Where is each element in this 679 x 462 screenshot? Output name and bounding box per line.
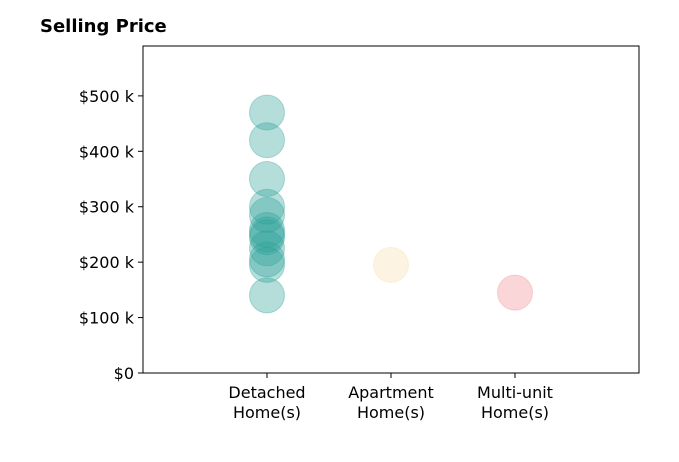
data-point <box>249 188 285 225</box>
y-tick-label: $100 k <box>79 309 135 328</box>
data-point <box>249 122 285 159</box>
data-point <box>249 161 285 197</box>
data-point <box>249 216 285 253</box>
data-point <box>373 246 409 283</box>
plot-area-frame <box>142 45 640 374</box>
data-point <box>249 212 285 248</box>
x-tick-label-line: Home(s) <box>233 403 301 422</box>
x-tick-label: Detached Home(s) <box>228 383 305 422</box>
y-tick-label: $0 <box>114 364 134 383</box>
y-tick-label: $300 k <box>79 198 135 217</box>
x-tick-label-line: Home(s) <box>481 403 549 422</box>
data-point <box>249 230 285 267</box>
y-tick-label: $200 k <box>79 253 135 272</box>
data-point <box>249 246 285 283</box>
data-point <box>249 94 285 131</box>
x-tick-label: Multi-unit Home(s) <box>477 383 553 422</box>
data-point <box>249 219 285 256</box>
y-axis: $0 $100 k $200 k $300 k $400 k $500 k <box>79 87 143 383</box>
y-tick-label: $400 k <box>79 142 135 161</box>
x-tick-label-line: Detached <box>228 383 305 402</box>
data-point <box>497 274 533 311</box>
chart-title: Selling Price <box>40 16 167 37</box>
data-point <box>249 197 285 233</box>
data-point <box>249 241 285 278</box>
x-tick-label-line: Home(s) <box>357 403 425 422</box>
data-points <box>249 94 533 314</box>
data-point <box>249 277 285 314</box>
x-tick-label: Apartment Home(s) <box>348 383 434 422</box>
x-tick-label-line: Multi-unit <box>477 383 553 402</box>
y-tick-label: $500 k <box>79 87 135 106</box>
x-axis: Detached Home(s)Apartment Home(s)Multi-uni… <box>228 373 553 422</box>
x-tick-label-line: Apartment <box>348 383 434 402</box>
